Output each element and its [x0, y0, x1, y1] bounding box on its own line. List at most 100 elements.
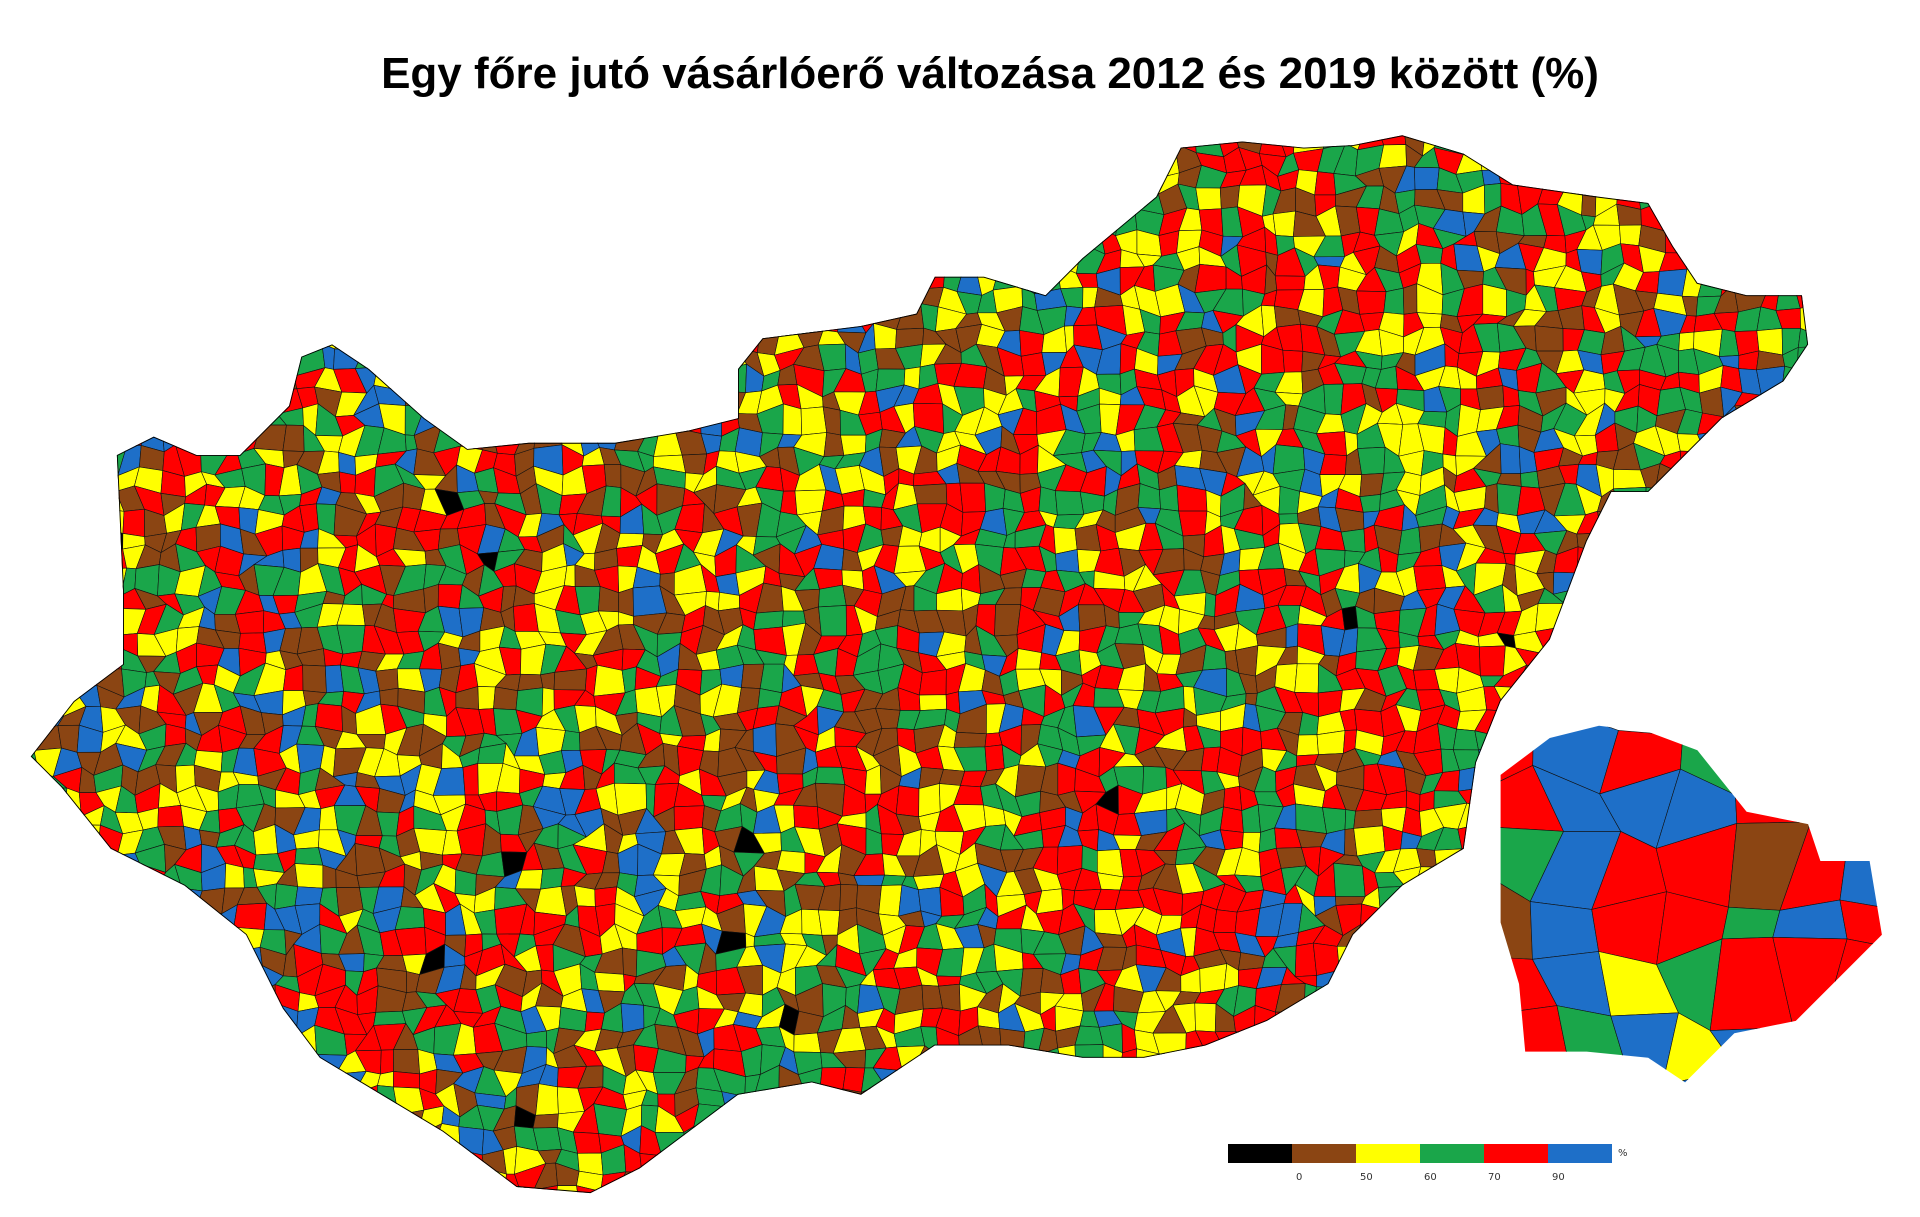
municipality [77, 1186, 104, 1194]
municipality [32, 892, 63, 917]
municipality [1204, 592, 1217, 618]
municipality [835, 287, 863, 316]
municipality [1697, 1190, 1727, 1194]
municipality [1480, 1105, 1505, 1132]
municipality [234, 202, 261, 233]
municipality [1697, 412, 1725, 435]
municipality [1356, 1086, 1382, 1112]
municipality [778, 135, 807, 149]
municipality [1732, 526, 1761, 547]
municipality [817, 909, 841, 936]
municipality [1013, 163, 1038, 197]
municipality [299, 284, 321, 312]
municipality [1738, 670, 1764, 695]
municipality [1732, 545, 1766, 573]
municipality [657, 249, 686, 276]
municipality [894, 148, 926, 171]
municipality [752, 1151, 788, 1176]
municipality [1096, 849, 1124, 878]
municipality [1576, 572, 1606, 591]
municipality [580, 252, 604, 277]
municipality [615, 191, 645, 213]
municipality [993, 143, 1026, 173]
municipality [594, 971, 626, 993]
municipality [434, 1143, 461, 1175]
municipality [1661, 143, 1676, 177]
municipality [1084, 1131, 1107, 1154]
municipality [218, 1109, 242, 1132]
municipality [622, 947, 638, 978]
municipality [297, 1128, 325, 1156]
municipality [856, 1183, 883, 1194]
municipality [59, 1205, 85, 1217]
municipality [415, 135, 441, 157]
municipality [253, 1024, 283, 1053]
municipality [1723, 524, 1745, 555]
municipality [175, 1071, 205, 1089]
municipality [637, 1172, 658, 1194]
municipality [1554, 707, 1583, 733]
municipality [175, 422, 201, 449]
municipality [400, 1187, 420, 1194]
municipality [1794, 412, 1809, 436]
municipality [1214, 1031, 1243, 1051]
municipality [1496, 725, 1526, 748]
municipality [296, 151, 317, 177]
municipality [198, 1169, 219, 1192]
municipality [194, 911, 223, 934]
municipality [241, 1043, 259, 1066]
municipality [633, 267, 663, 298]
municipality [1394, 1089, 1426, 1113]
municipality [224, 135, 247, 154]
municipality [1765, 1167, 1783, 1188]
municipality [34, 1153, 63, 1170]
municipality [882, 1083, 900, 1116]
municipality [1414, 167, 1440, 190]
municipality [74, 244, 107, 274]
municipality [1340, 1050, 1360, 1074]
municipality [1474, 1042, 1498, 1075]
municipality [1117, 1147, 1147, 1174]
municipality [1714, 183, 1745, 217]
municipality [1818, 1131, 1845, 1153]
municipality [1674, 603, 1707, 629]
municipality [175, 186, 199, 215]
municipality [83, 1106, 102, 1134]
municipality [1775, 185, 1803, 214]
municipality [1681, 466, 1702, 497]
municipality [1719, 673, 1743, 695]
municipality [1678, 568, 1707, 592]
municipality [1261, 1194, 1282, 1213]
municipality [402, 142, 427, 167]
municipality [30, 565, 46, 593]
municipality [1734, 405, 1766, 431]
municipality [920, 1211, 946, 1217]
municipality [1499, 443, 1521, 474]
municipality [1495, 1043, 1528, 1074]
municipality [1437, 1004, 1467, 1035]
municipality [1482, 283, 1507, 317]
municipality [58, 422, 85, 444]
municipality [697, 1165, 721, 1194]
municipality [603, 464, 622, 488]
municipality [535, 1083, 559, 1116]
municipality [1676, 207, 1706, 225]
municipality [30, 726, 35, 753]
municipality [1356, 290, 1387, 315]
municipality [1012, 135, 1043, 151]
municipality [293, 243, 323, 277]
municipality [1534, 325, 1564, 352]
municipality [656, 1148, 687, 1178]
municipality [1733, 143, 1760, 176]
municipality [1798, 1164, 1809, 1188]
municipality [38, 268, 63, 286]
municipality [697, 368, 726, 391]
municipality [399, 290, 418, 310]
municipality [1754, 752, 1779, 771]
municipality [1713, 1094, 1745, 1118]
municipality [235, 1005, 257, 1034]
municipality [1434, 910, 1463, 932]
municipality [1414, 1046, 1440, 1076]
municipality [1282, 1209, 1305, 1217]
municipality [242, 383, 261, 415]
